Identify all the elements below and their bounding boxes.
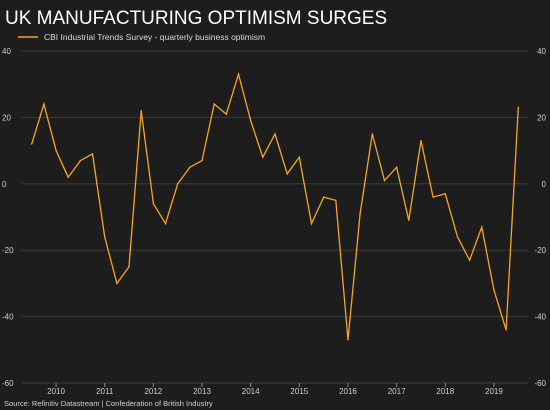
data-point-20 [274,133,276,135]
data-point-37 [481,226,483,228]
data-point-3 [67,176,69,178]
data-point-33 [432,196,434,198]
series-optimism [31,71,519,341]
data-point-4 [79,159,82,162]
x-tick-7: 2017 [388,387,406,396]
x-tick-1: 2011 [96,387,114,396]
data-point-19 [262,156,264,158]
y-axis-left: -60 -40 -20 0 20 40 [2,47,14,388]
x-tick-4: 2014 [242,387,260,396]
data-point-17 [237,73,240,75]
y-tick-right-1: -40 [534,313,546,322]
data-point-22 [298,156,301,158]
y-tick-right-5: 40 [537,47,546,56]
data-point-24 [322,196,325,198]
data-point-34 [444,193,446,195]
y-tick-left-0: -60 [2,379,14,388]
y-tick-left-2: -20 [2,246,14,255]
x-tick-8: 2018 [436,387,454,396]
data-point-26 [347,339,349,341]
x-tick-3: 2013 [193,387,211,396]
data-point-31 [408,219,410,222]
data-point-18 [249,120,252,122]
data-point-0 [31,143,33,145]
gridlines [22,50,528,384]
data-point-5 [91,153,94,155]
data-point-21 [286,173,288,175]
data-point-1 [43,103,45,105]
legend: CBI Industrial Trends Survey - quarterly… [18,32,265,42]
y-tick-right-2: -20 [534,246,546,255]
y-tick-right-0: -60 [534,379,546,388]
data-point-29 [383,179,386,182]
data-point-6 [104,236,106,238]
data-point-35 [456,236,459,238]
x-tick-9: 2019 [485,387,503,396]
y-tick-right-4: 20 [537,113,546,122]
data-point-36 [468,259,471,261]
series-line [31,71,519,340]
source-note: Source: Refinitiv Datastream | Confedera… [4,399,213,408]
y-tick-left-5: 40 [2,47,11,56]
y-tick-left-3: 0 [2,180,7,189]
data-point-2 [55,149,57,152]
x-tick-2: 2012 [144,387,162,396]
data-point-23 [310,222,313,225]
data-point-32 [420,139,422,142]
x-tick-5: 2015 [290,387,308,396]
legend-label: CBI Industrial Trends Survey - quarterly… [44,32,265,42]
data-point-11 [164,222,167,225]
data-point-14 [201,159,203,162]
x-axis: 2010 2011 2012 2013 2014 2015 2016 2017 2018 2019 [47,383,503,396]
data-point-28 [371,133,374,135]
data-point-9 [140,110,142,112]
y-tick-left-4: 20 [2,113,11,122]
data-point-10 [152,203,155,205]
data-point-25 [335,199,337,202]
data-point-30 [395,166,398,168]
y-tick-right-3: 0 [542,180,547,189]
data-point-13 [189,166,191,168]
data-point-40 [517,106,519,109]
chart-title: UK MANUFACTURING OPTIMISM SURGES [5,8,387,29]
data-point-8 [128,266,130,268]
y-axis-right: -60 -40 -20 0 20 40 [534,47,546,388]
data-point-15 [213,103,215,105]
data-point-38 [493,289,495,291]
data-point-16 [225,113,228,115]
data-point-39 [505,329,507,331]
x-tick-6: 2016 [339,387,357,396]
data-point-12 [176,183,179,185]
data-point-7 [116,282,118,285]
y-tick-left-1: -40 [2,313,14,322]
x-tick-0: 2010 [47,387,65,396]
data-point-27 [359,212,361,215]
